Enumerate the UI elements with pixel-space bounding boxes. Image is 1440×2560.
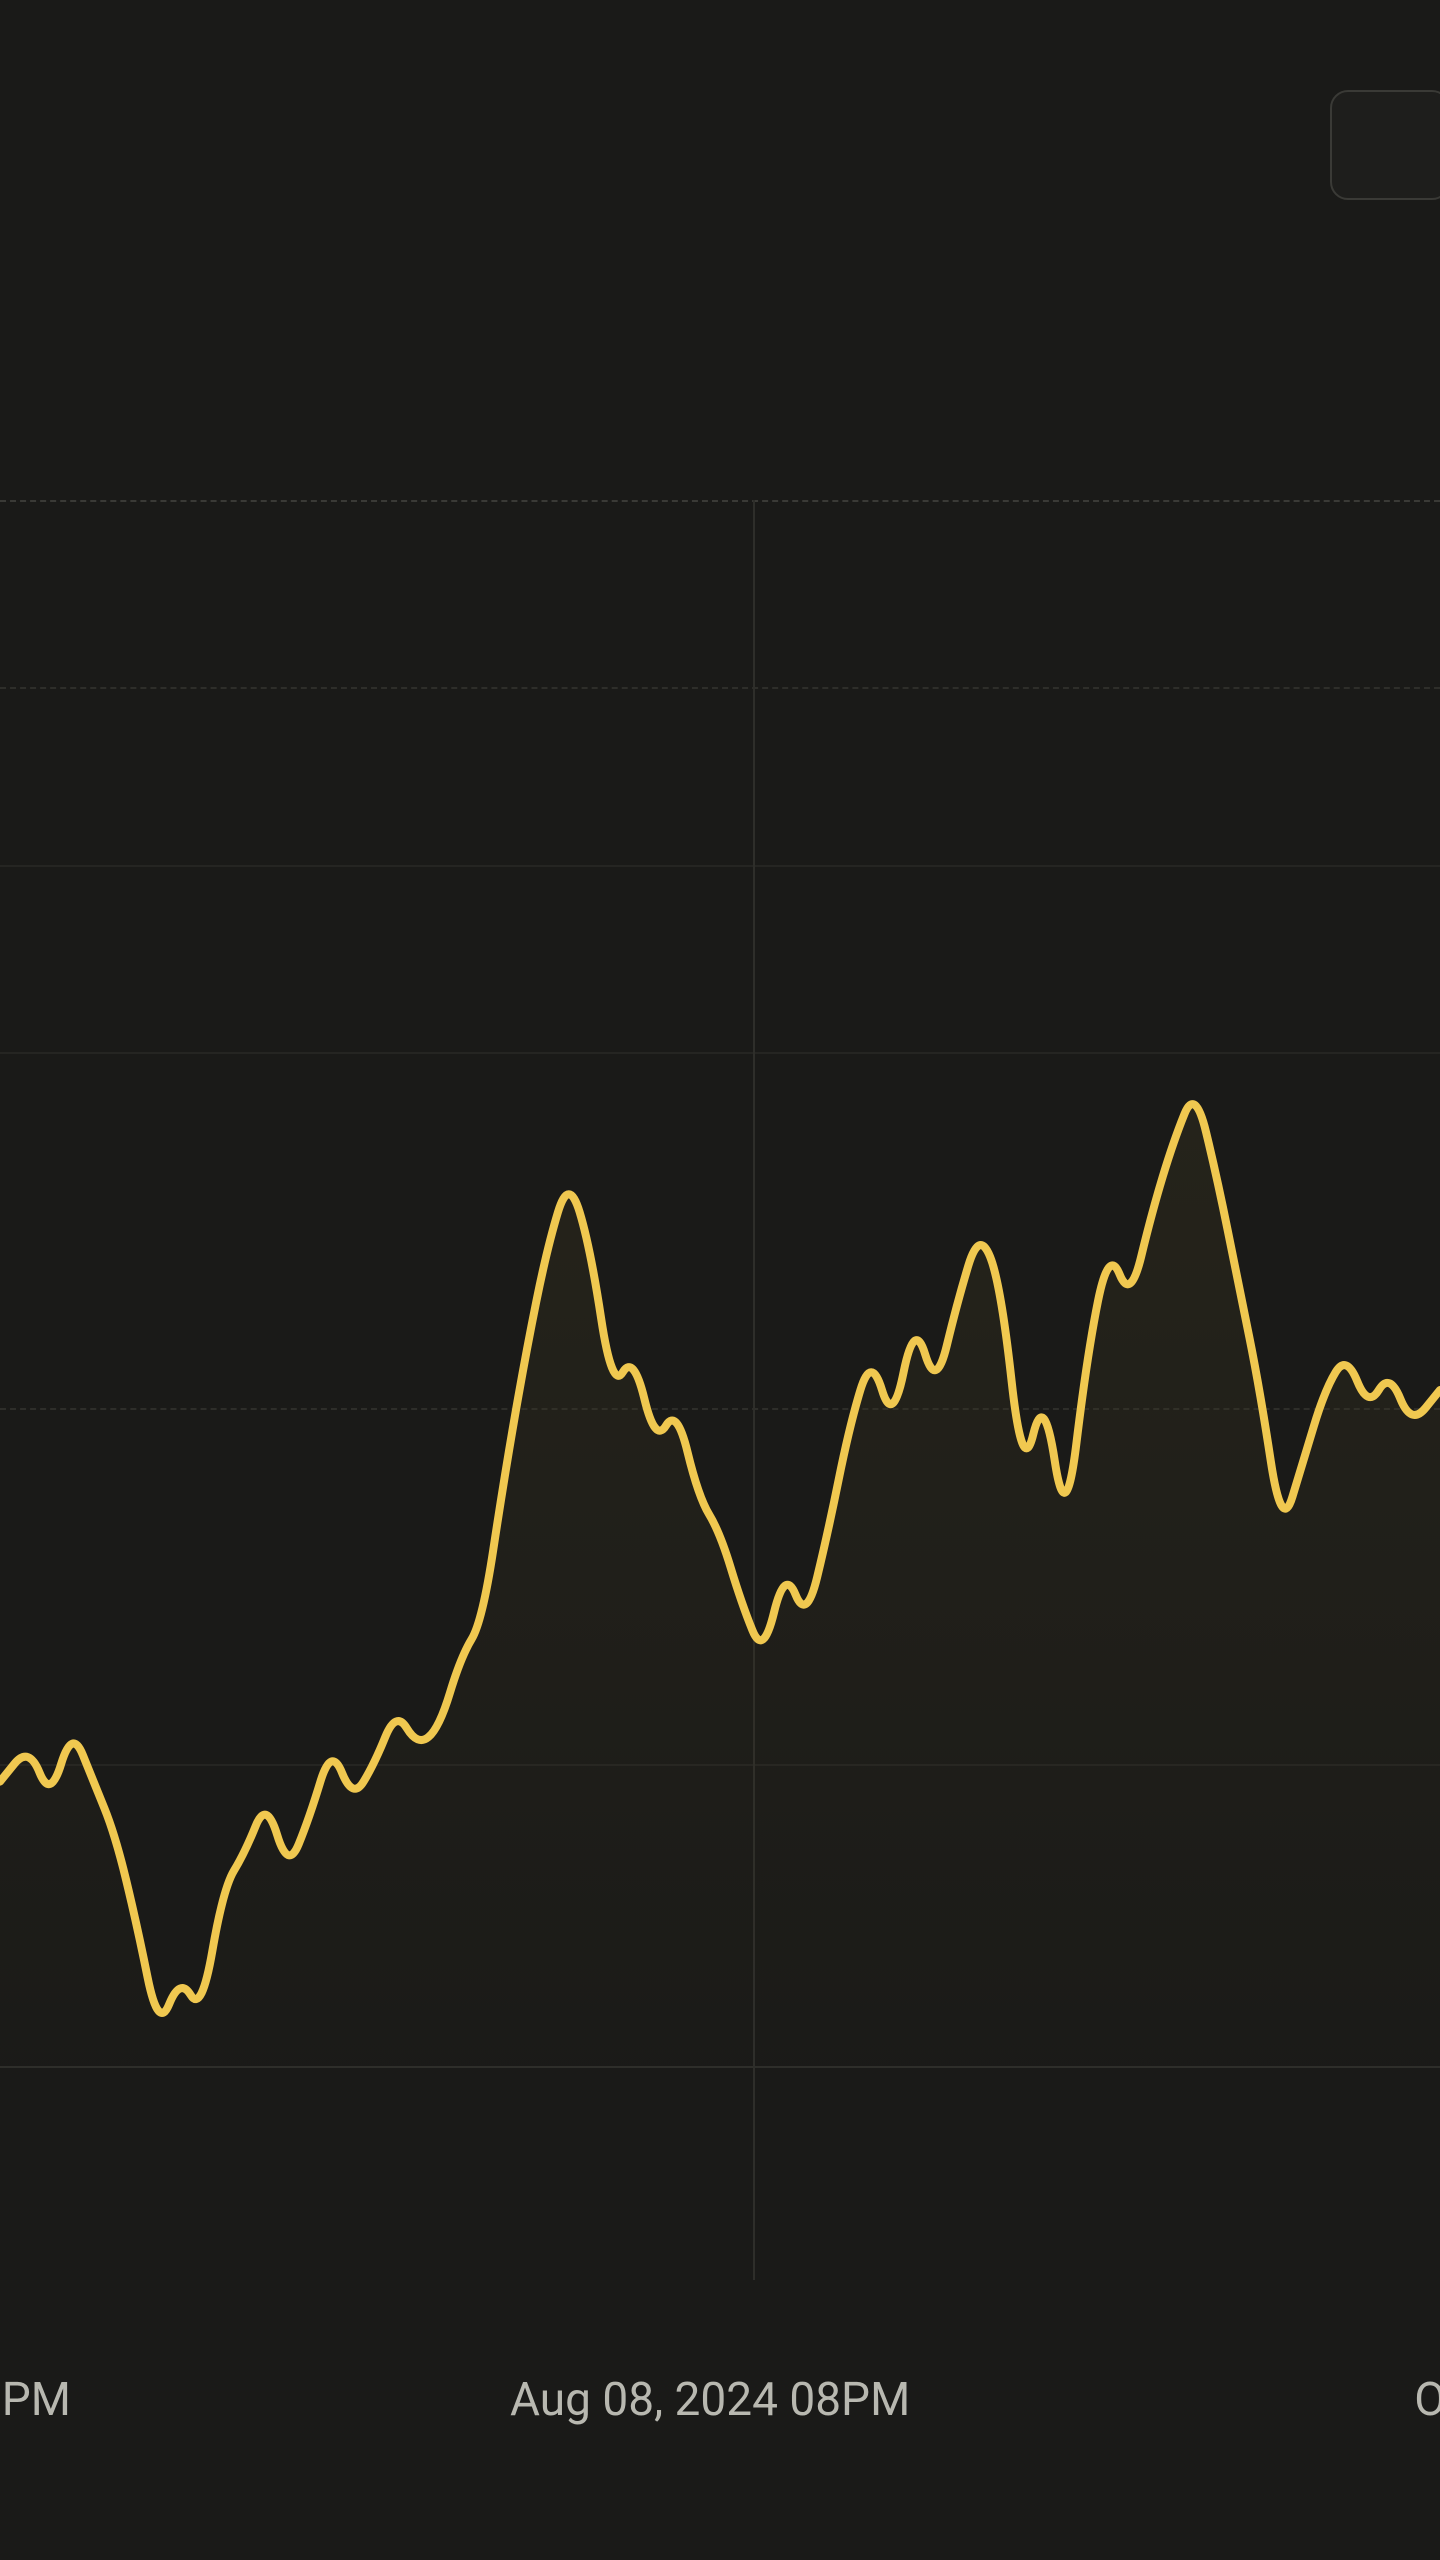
x-axis-label-right: Oc — [1414, 2373, 1440, 2427]
x-axis-label-center: Aug 08, 2024 08PM — [510, 2373, 910, 2427]
chart-plot-area[interactable] — [0, 500, 1440, 2280]
chart-container: 08PM Aug 08, 2024 08PM Oc — [0, 0, 1440, 2560]
line-chart-svg — [0, 500, 1440, 2280]
x-axis-label-left: 08PM — [0, 2373, 71, 2427]
period-selector-button[interactable] — [1330, 90, 1440, 200]
x-axis: 08PM Aug 08, 2024 08PM Oc — [0, 2360, 1440, 2440]
